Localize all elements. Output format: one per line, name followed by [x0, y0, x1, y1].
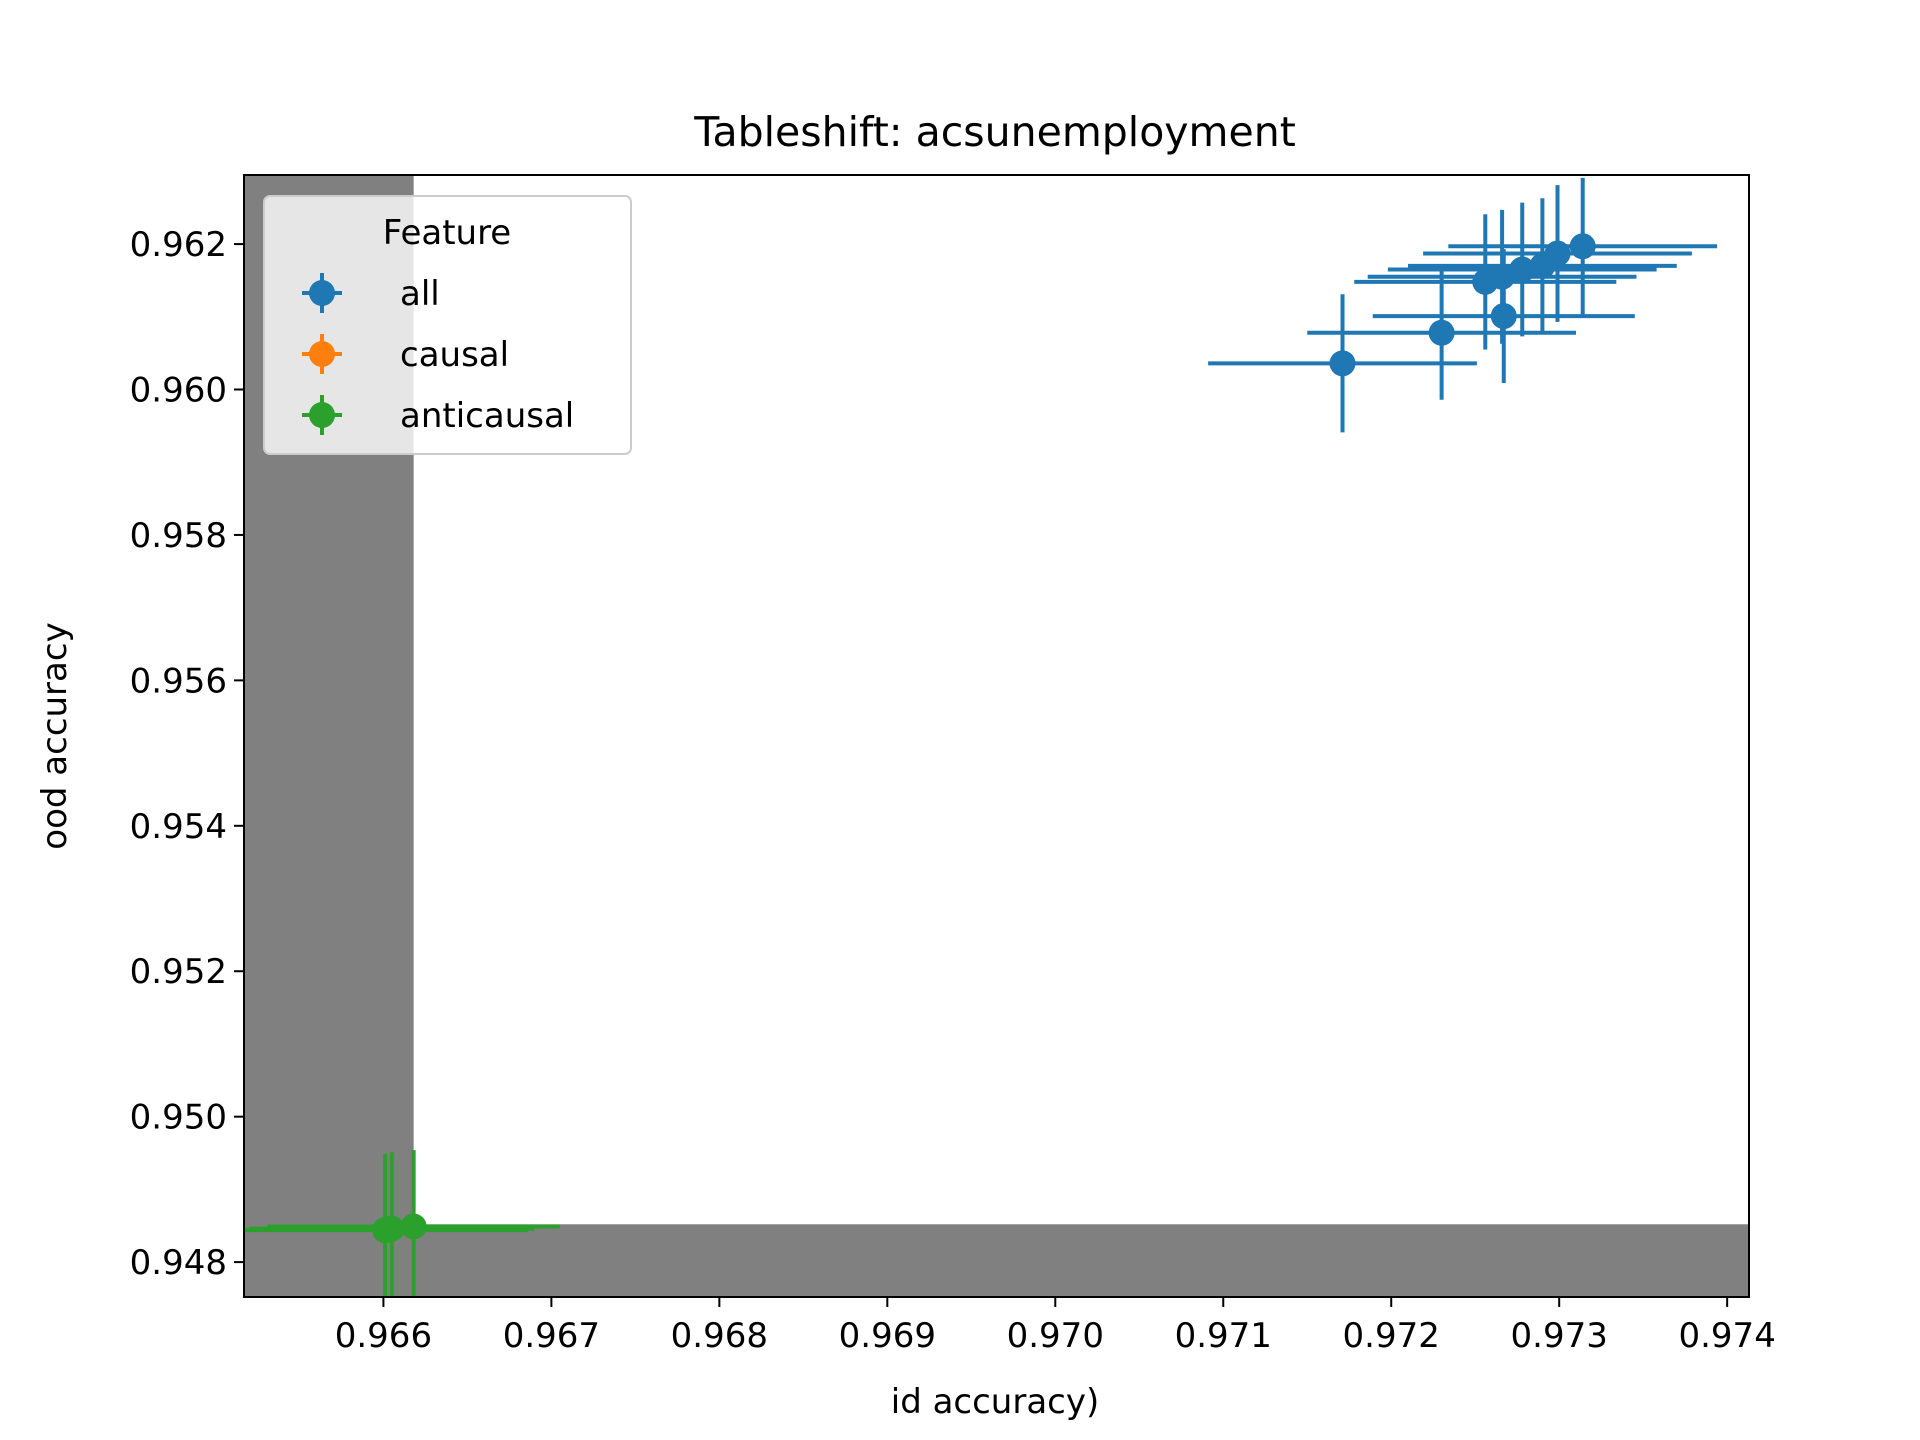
- shaded-region: [244, 1224, 1749, 1297]
- data-point: [1329, 350, 1356, 377]
- x-tick-label: 0.974: [1678, 1316, 1775, 1356]
- data-point: [1428, 319, 1455, 346]
- legend-label: causal: [400, 335, 509, 375]
- x-tick-label: 0.967: [503, 1316, 600, 1356]
- x-tick-label: 0.971: [1175, 1316, 1272, 1356]
- legend-marker: [309, 402, 335, 428]
- chart-title: Tableshift: acsunemployment: [693, 108, 1296, 156]
- x-tick-label: 0.973: [1511, 1316, 1608, 1356]
- data-point: [1489, 263, 1516, 290]
- x-tick-label: 0.972: [1343, 1316, 1440, 1356]
- legend-label: all: [400, 274, 440, 314]
- legend: Feature all causal anticausal: [263, 195, 632, 455]
- legend-marker: [309, 341, 335, 367]
- y-tick-label: 0.958: [130, 516, 227, 556]
- data-point: [1490, 303, 1517, 330]
- x-tick-label: 0.970: [1007, 1316, 1104, 1356]
- y-axis-ticks: 0.948 0.950 0.952 0.954 0.956 0.958 0.960 0.962: [130, 225, 244, 1283]
- y-tick-label: 0.960: [130, 371, 227, 411]
- y-tick-label: 0.962: [130, 225, 227, 265]
- data-point: [378, 1215, 405, 1242]
- data-point: [1569, 233, 1596, 260]
- y-tick-label: 0.952: [130, 952, 227, 992]
- y-tick-label: 0.950: [130, 1098, 227, 1138]
- y-axis-title: ood accuracy: [35, 622, 75, 849]
- legend-entries: all causal anticausal: [302, 273, 574, 436]
- data-point: [1509, 256, 1536, 283]
- x-axis-ticks: 0.966 0.967 0.968 0.969 0.970 0.971 0.972 0.973…: [335, 1297, 1776, 1356]
- y-tick-label: 0.956: [130, 661, 227, 701]
- data-point: [400, 1213, 427, 1240]
- x-axis-title: id accuracy): [891, 1382, 1100, 1422]
- legend-box: [263, 195, 632, 455]
- legend-marker: [309, 280, 335, 306]
- y-tick-label: 0.954: [130, 807, 227, 847]
- x-tick-label: 0.966: [335, 1316, 432, 1356]
- data-point: [1544, 240, 1571, 267]
- data-points: [372, 233, 1596, 1244]
- plot-frame: [243, 174, 1750, 1298]
- x-tick-label: 0.969: [839, 1316, 936, 1356]
- legend-title: Feature: [383, 213, 511, 253]
- y-tick-label: 0.948: [130, 1243, 227, 1283]
- x-tick-label: 0.968: [671, 1316, 768, 1356]
- legend-label: anticausal: [400, 396, 574, 436]
